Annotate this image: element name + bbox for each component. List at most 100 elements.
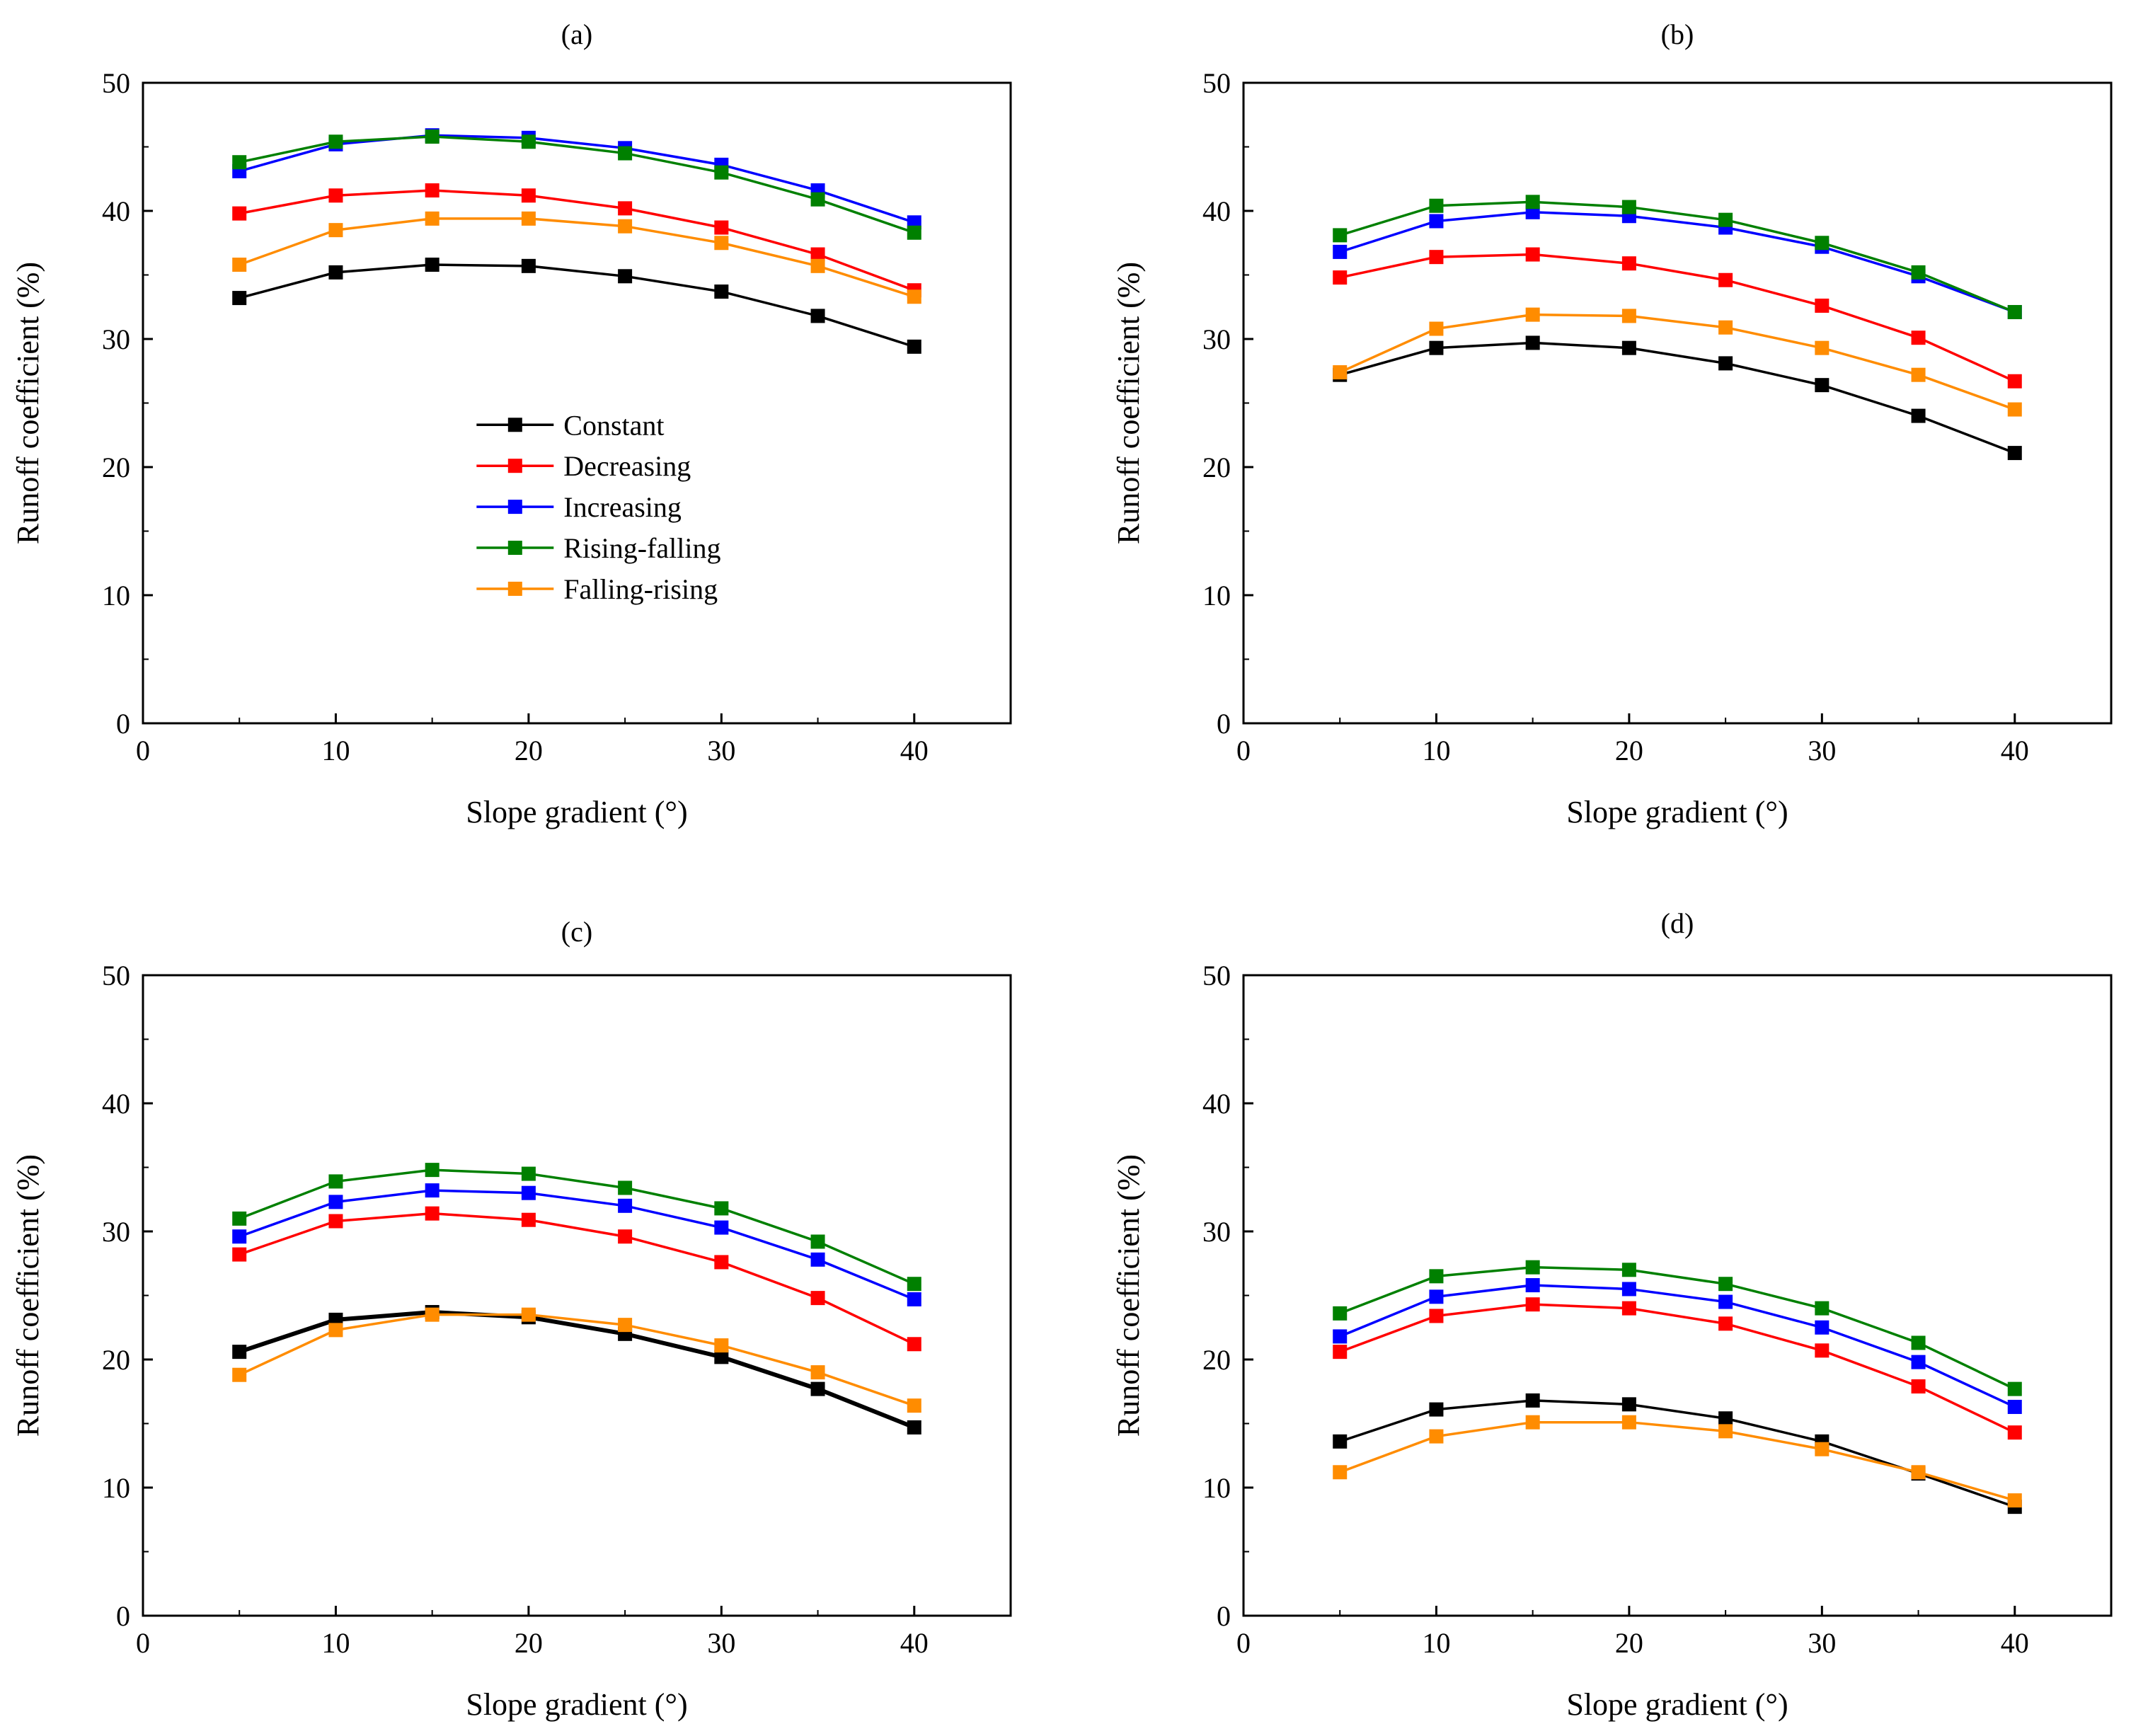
panel-a-series-decreasing-point (618, 201, 633, 216)
panel-a-series-decreasing-point (328, 188, 343, 203)
panel-a-series-falling-rising (232, 211, 921, 304)
panel-c-plot-frame (142, 974, 1012, 1617)
panel-a-y-tick-label: 20 (102, 452, 130, 483)
panel-c-y-tick-label: 20 (102, 1344, 130, 1376)
panel-b-series-constant-point (1815, 378, 1830, 393)
panel-c-series-decreasing-line (239, 1212, 915, 1345)
panel-a-series-decreasing-point (425, 183, 440, 198)
panel-c-series-rising-falling-point (907, 1277, 921, 1292)
panel-a-series-constant-point (618, 269, 633, 284)
panel-a-legend-constant-label: Constant (563, 409, 664, 441)
panel-c-series-increasing-line (239, 1189, 915, 1301)
panel-a-series-falling-rising-point (618, 219, 633, 234)
panel-c-y-tick-label: 40 (102, 1088, 130, 1120)
panel-c-x-tick-label: 30 (707, 1627, 735, 1659)
panel-b-series-increasing-point (1429, 214, 1444, 229)
panel-c-series-decreasing-point (425, 1206, 440, 1221)
panel-d-series-decreasing-point (1718, 1316, 1733, 1331)
panel-c-x-tick-label: 40 (900, 1627, 929, 1659)
panel-a-legend-rising-falling-label: Rising-falling (563, 532, 720, 564)
panel-c-title: (c) (561, 916, 592, 948)
panel-d-series-constant-point (1429, 1402, 1444, 1417)
panel-c-series-rising-falling-point (328, 1174, 343, 1189)
panel-b-series-falling-rising-point (2007, 402, 2022, 417)
panel-d-series-constant-point (1333, 1434, 1348, 1449)
panel-d-title: (d) (1661, 907, 1694, 939)
panel-d-series-decreasing (1333, 1297, 2022, 1440)
panel-b-x-tick-label: 30 (1808, 735, 1836, 766)
panel-c-series-decreasing-point (328, 1214, 343, 1229)
panel-d-series-decreasing-point (2007, 1425, 2022, 1440)
panel-a-y-tick-label: 10 (102, 580, 130, 611)
panel-d-series-falling-rising-point (1621, 1415, 1636, 1430)
panel-d-series-rising-falling-point (1815, 1301, 1830, 1316)
panel-c-series-rising-falling-line (239, 1168, 915, 1285)
panel-d-y-axis-label: Runoff coefficient (%) (1111, 1154, 1146, 1437)
panel-a-legend: Constant Decreasing Increasing Rising-falli… (476, 409, 721, 605)
panel-c-series-constant-point (232, 1345, 247, 1360)
panel-a-legend-constant-marker (507, 418, 522, 432)
panel-d-series-rising-falling-point (1911, 1335, 1926, 1350)
panel-d-y-tick-label: 40 (1202, 1088, 1231, 1120)
panel-d-series-increasing-line (1339, 1284, 2016, 1408)
panel-c-x-tick-label: 0 (136, 1627, 150, 1659)
panel-b-series-constant-point (2007, 446, 2022, 461)
panel-a-x-tick-label: 0 (136, 735, 150, 766)
panel-d-series-increasing-point (1429, 1289, 1444, 1304)
panel-d-series-rising-falling-point (1429, 1269, 1444, 1284)
panel-b-series-falling-rising-point (1429, 321, 1444, 336)
panel-b-series-falling-rising-point (1911, 367, 1926, 382)
panel-c-series-increasing-point (328, 1195, 343, 1209)
panel-b-series-falling-rising-point (1525, 307, 1540, 322)
panel-d-series-rising-falling-point (1333, 1306, 1348, 1321)
panel-b-series-constant (1333, 335, 2022, 461)
panel-b-series-rising-falling-point (2007, 304, 2022, 319)
panel-a-series-falling-rising-point (810, 258, 825, 273)
panel-a-y-tick-label: 0 (116, 708, 130, 740)
panel-a-series-rising-falling-point (328, 134, 343, 149)
panel-d-series-increasing (1333, 1278, 2022, 1414)
panel-d-series-decreasing-point (1911, 1379, 1926, 1394)
panel-d-series-decreasing-line (1339, 1303, 2016, 1434)
panel-a-series-decreasing-point (810, 247, 825, 262)
panel-b-series-constant-line (1339, 341, 2016, 454)
panel-d-series-falling-rising-point (1718, 1424, 1733, 1439)
panel-b-series-falling-rising (1333, 307, 2022, 417)
panel-a-x-axis-label: Slope gradient (°) (466, 795, 687, 829)
panel-c-x-tick-label: 20 (515, 1627, 543, 1659)
panel-a-x-tick-label: 30 (707, 735, 735, 766)
panel-c-series-constant-point (907, 1420, 921, 1435)
panel-d-series-increasing-point (1718, 1294, 1733, 1309)
panel-a-legend-falling-rising: Falling-rising (476, 573, 718, 605)
panel-b-series-rising-falling-point (1718, 212, 1733, 227)
panel-c-series-rising-falling-point (425, 1163, 440, 1178)
panel-a-series-increasing-line (239, 134, 915, 224)
panel-c-series-falling-rising-point (521, 1307, 536, 1322)
panel-c-series-increasing-point (232, 1229, 247, 1244)
panel-c-series-falling-rising-point (232, 1367, 247, 1382)
panel-a-series-decreasing-point (521, 188, 536, 203)
panel-c-x-tick-label: 10 (321, 1627, 350, 1659)
panel-a-legend-increasing: Increasing (476, 491, 682, 523)
panel-b-series-increasing-point (1333, 244, 1348, 259)
panel-a-series-rising-falling-point (810, 192, 825, 207)
panel-c-series-decreasing-point (714, 1255, 729, 1270)
panel-d-series-falling-rising-point (1333, 1465, 1348, 1480)
panel-b-series-decreasing-point (2007, 374, 2022, 389)
panel-d-y-tick-label: 0 (1217, 1600, 1231, 1632)
panel-a-legend-decreasing-marker (507, 459, 522, 473)
panel-c-series-falling-rising-point (714, 1338, 729, 1353)
panel-c-y-tick-label: 0 (116, 1600, 130, 1632)
panel-b-series-rising-falling-point (1621, 200, 1636, 214)
panel-b-series-decreasing-point (1621, 256, 1636, 271)
panel-b-series-decreasing-point (1333, 270, 1348, 285)
panel-a-series-rising-falling-point (232, 155, 247, 170)
panel-d-y-tick-label: 30 (1202, 1216, 1231, 1248)
panel-d-series-rising-falling-point (1525, 1260, 1540, 1275)
panel-d-series-increasing-point (1333, 1329, 1348, 1344)
panel-c-series-rising-falling (232, 1163, 921, 1292)
panel-c-series-decreasing-point (907, 1337, 921, 1352)
panel-b-series-decreasing (1333, 247, 2022, 389)
panel-b-series-rising-falling-point (1911, 265, 1926, 280)
panel-a-series-rising-falling-point (907, 225, 921, 240)
